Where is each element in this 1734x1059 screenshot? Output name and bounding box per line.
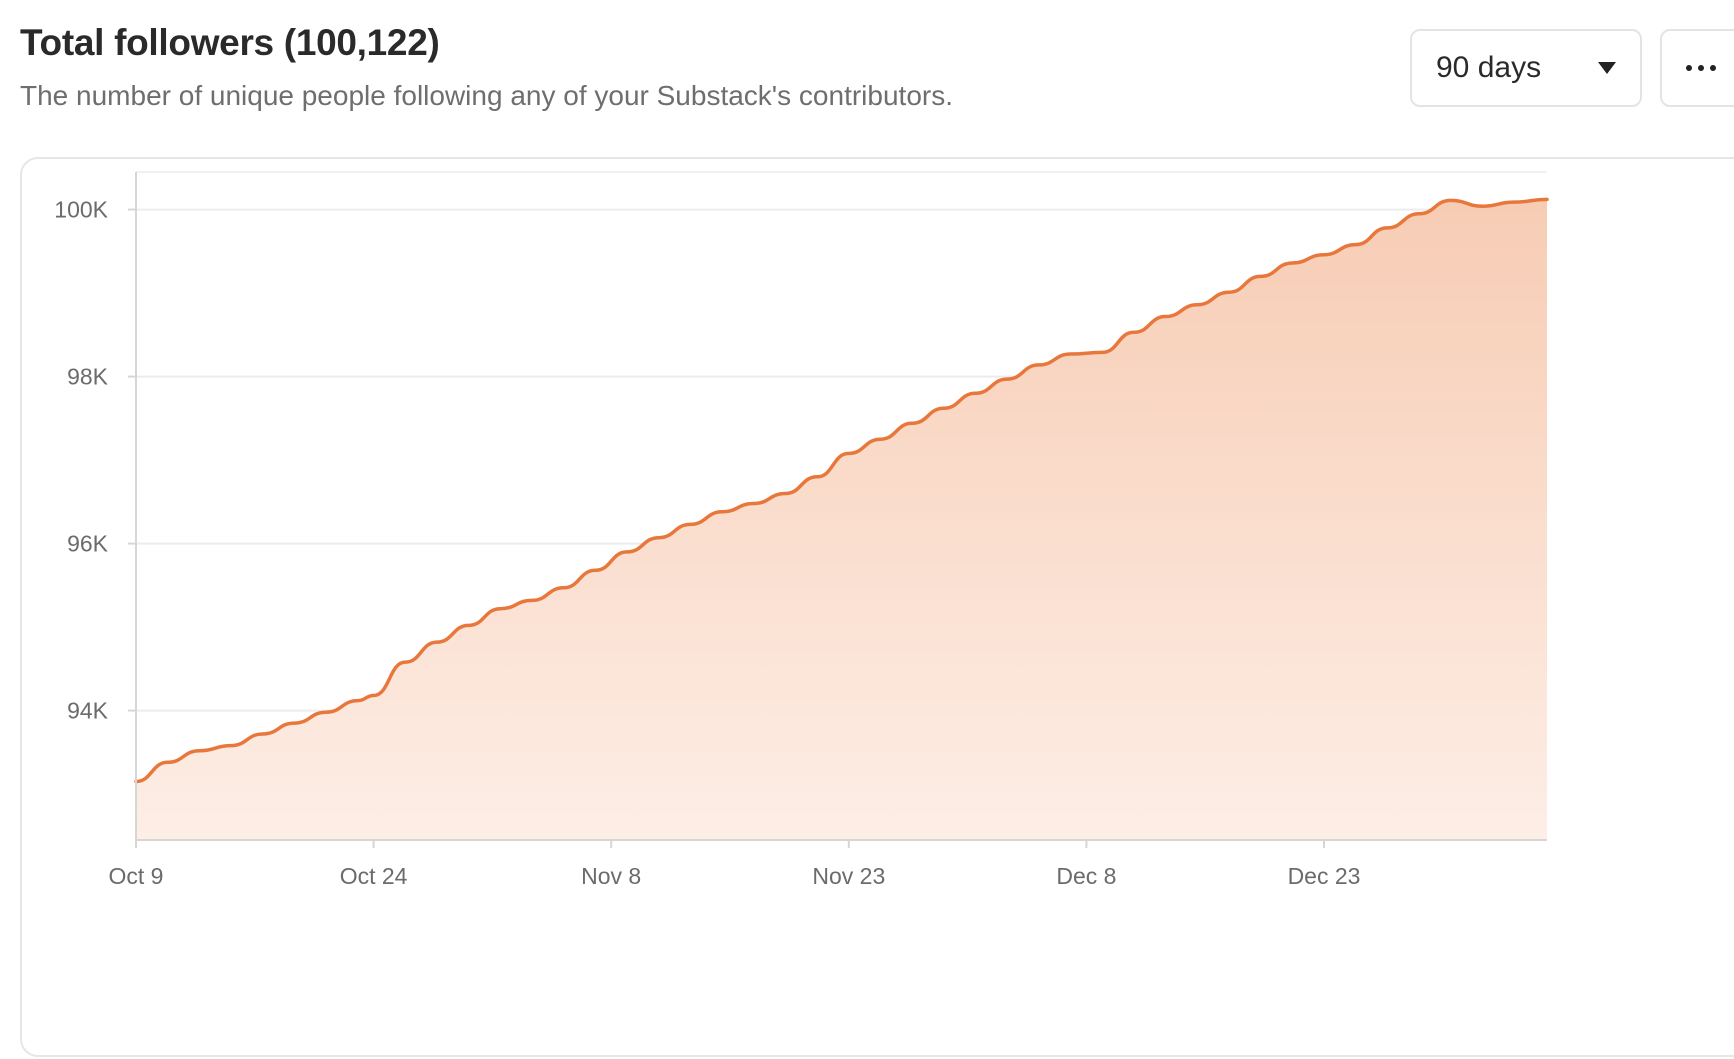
y-tick-label: 94K [67,698,109,724]
x-tick-label: Nov 23 [812,863,885,889]
y-tick-label: 96K [67,531,109,557]
page-title: Total followers (100,122) [20,22,440,63]
more-horizontal-icon [1686,65,1716,71]
x-tick-label: Dec 8 [1056,863,1116,889]
date-range-label: 90 days [1436,51,1542,84]
series-line [134,197,1549,784]
caret-down-icon [1598,62,1616,74]
x-tick-label: Dec 23 [1288,863,1361,889]
followers-chart: 94K 96K 98K 100K Oct 9 Oct 24 Nov 8 Nov 23 Dec 8… [54,171,1549,889]
x-tick-label: Oct 9 [109,863,164,889]
date-range-select[interactable]: 90 days [1410,29,1642,107]
x-tick-label: Oct 24 [340,863,408,889]
more-options-button[interactable] [1660,29,1734,107]
x-tick-label: Nov 8 [581,863,641,889]
series-area [136,199,1547,840]
chart-card: 94K 96K 98K 100K Oct 9 Oct 24 Nov 8 Nov 23 Dec 8… [20,157,1734,1057]
y-tick-label: 98K [67,364,109,390]
y-tick-label: 100K [54,197,108,223]
page-subtitle: The number of unique people following an… [20,80,953,111]
